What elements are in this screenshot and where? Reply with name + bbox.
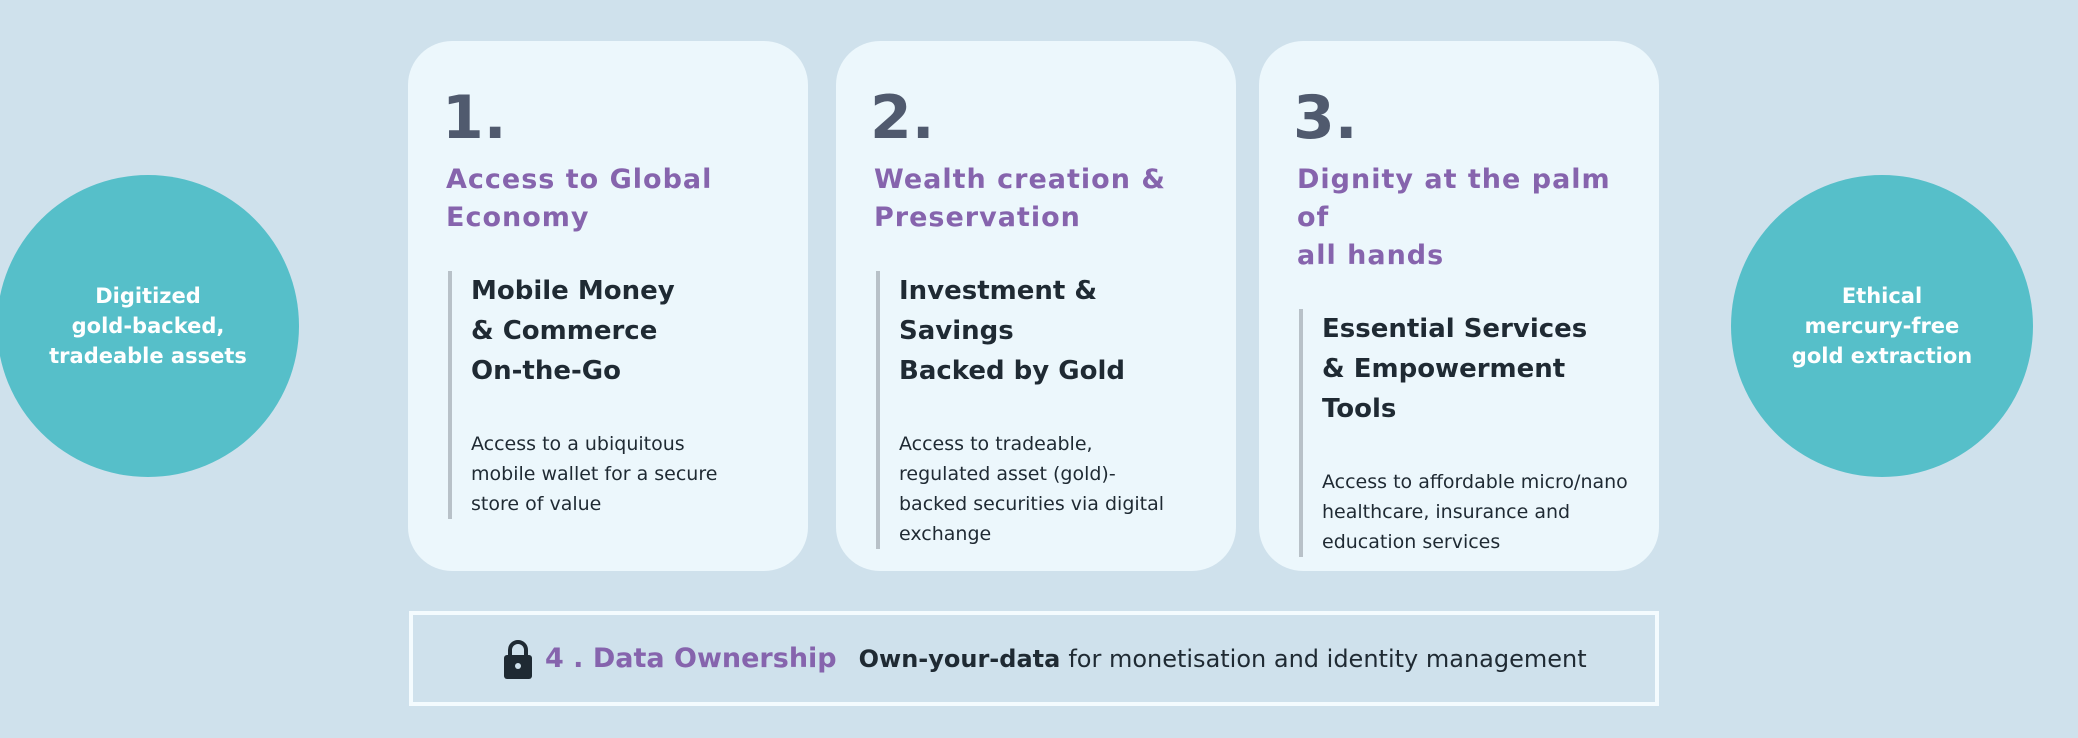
left-circle: Digitized gold-backed, tradeable assets bbox=[0, 175, 299, 477]
card-body: Access to tradeable, regulated asset (go… bbox=[899, 433, 1165, 545]
card-title: Access to Global Economy bbox=[446, 164, 713, 233]
card-title: Wealth creation & Preservation bbox=[874, 164, 1166, 233]
card-body: Access to affordable micro/nano healthca… bbox=[1322, 471, 1628, 553]
card-1: 1. Access to Global Economy Mobile Money… bbox=[408, 41, 808, 571]
card-title: Dignity at the palm of all hands bbox=[1297, 164, 1611, 271]
card-subtitle: Mobile Money & Commerce On-the-Go bbox=[471, 276, 675, 386]
card-2: 2. Wealth creation & Preservation Invest… bbox=[836, 41, 1236, 571]
card-number: 1. bbox=[442, 83, 507, 153]
data-ownership-bold: Own-your-data bbox=[858, 644, 1061, 673]
data-ownership-text: for monetisation and identity management bbox=[1068, 644, 1587, 673]
lock-icon bbox=[504, 639, 532, 679]
right-circle-text: Ethical mercury-free gold extraction bbox=[1791, 284, 1973, 368]
right-circle: Ethical mercury-free gold extraction bbox=[1731, 175, 2033, 477]
card-body: Access to a ubiquitous mobile wallet for… bbox=[471, 433, 718, 515]
data-ownership-bar: 4 . Data Ownership Own-your-data for mon… bbox=[409, 611, 1659, 706]
left-circle-text: Digitized gold-backed, tradeable assets bbox=[49, 284, 247, 368]
card-detail: Essential Services & Empowerment Tools A… bbox=[1299, 309, 1629, 557]
card-number: 3. bbox=[1293, 83, 1358, 153]
card-detail: Mobile Money & Commerce On-the-Go Access… bbox=[448, 271, 778, 519]
card-subtitle: Investment & Savings Backed by Gold bbox=[899, 276, 1126, 386]
card-number: 2. bbox=[870, 83, 935, 153]
card-3: 3. Dignity at the palm of all hands Esse… bbox=[1259, 41, 1659, 571]
card-detail: Investment & Savings Backed by Gold Acce… bbox=[876, 271, 1206, 549]
card-subtitle: Essential Services & Empowerment Tools bbox=[1322, 314, 1588, 424]
data-ownership-title: 4 . Data Ownership bbox=[545, 643, 837, 674]
